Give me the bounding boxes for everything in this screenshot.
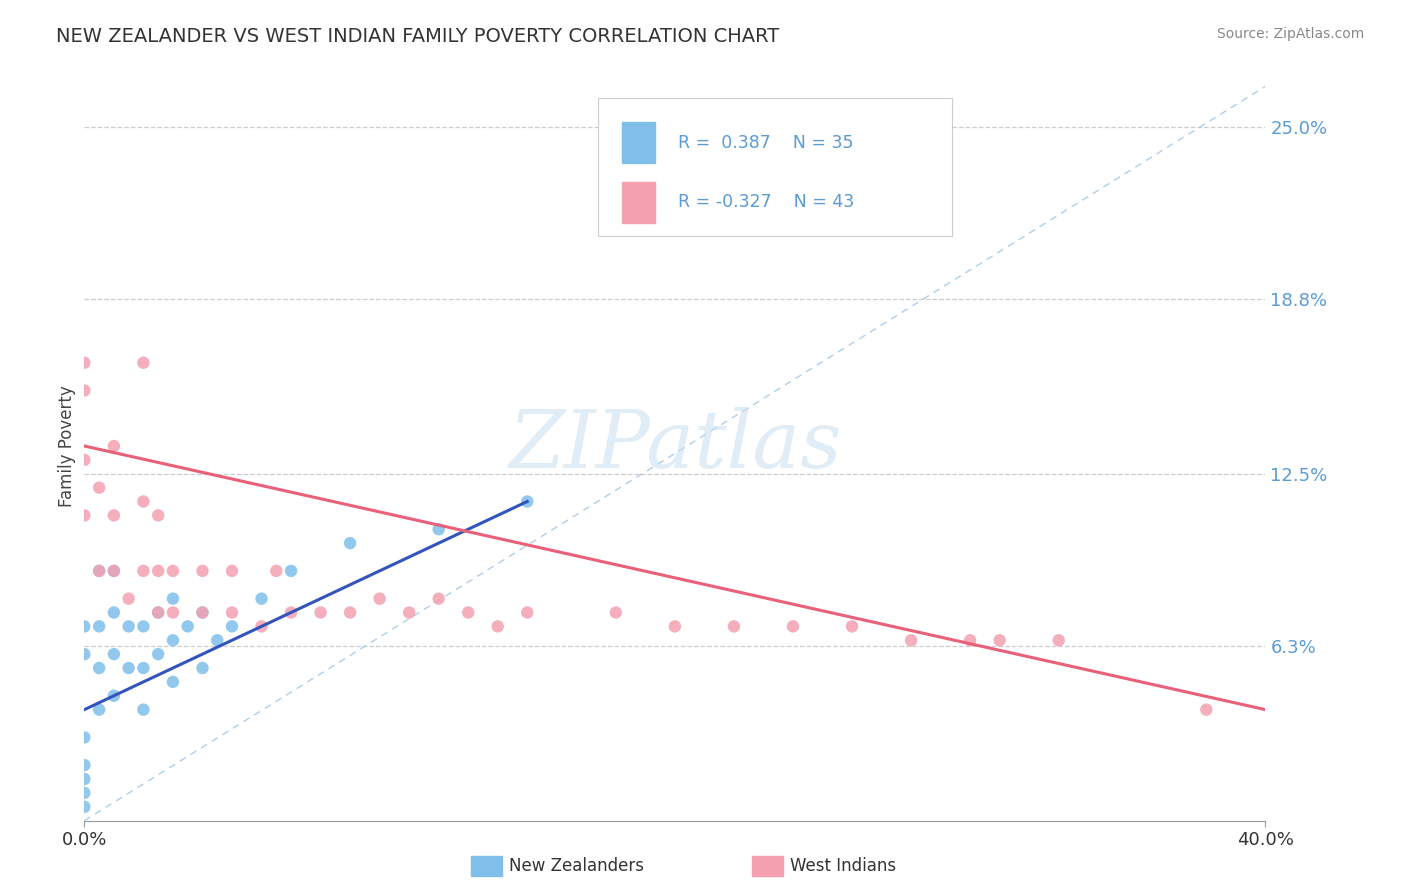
Point [132, 494, 155, 508]
Point [118, 591, 141, 606]
Point [103, 439, 125, 453]
Point [221, 564, 243, 578]
Point [959, 633, 981, 648]
Point [280, 606, 302, 620]
Point [339, 606, 361, 620]
Point [148, 606, 170, 620]
Point [73, 356, 96, 370]
Point [103, 508, 125, 523]
Bar [621, 182, 655, 223]
Point [132, 703, 155, 717]
Y-axis label: Family Poverty: Family Poverty [58, 385, 76, 507]
Point [87, 703, 111, 717]
Point [103, 606, 125, 620]
Point [73, 772, 96, 786]
Point [103, 564, 125, 578]
Point [162, 564, 184, 578]
Point [162, 591, 184, 606]
Point [339, 536, 361, 550]
Point [87, 564, 111, 578]
Point [73, 786, 96, 800]
Point [73, 731, 96, 745]
Point [368, 591, 391, 606]
Point [516, 606, 538, 620]
Point [516, 494, 538, 508]
Point [427, 591, 450, 606]
Point [427, 522, 450, 536]
Point [73, 799, 96, 814]
Point [457, 606, 479, 620]
Point [148, 508, 170, 523]
Point [73, 508, 96, 523]
Point [191, 606, 214, 620]
Point [486, 619, 509, 633]
Text: West Indians: West Indians [790, 857, 896, 875]
Point [221, 606, 243, 620]
Point [148, 647, 170, 661]
Point [118, 619, 141, 633]
Point [132, 356, 155, 370]
Point [191, 564, 214, 578]
Point [280, 564, 302, 578]
Point [73, 453, 96, 467]
Point [73, 647, 96, 661]
Text: ZIPatlas: ZIPatlas [508, 408, 842, 484]
Point [73, 619, 96, 633]
Point [841, 619, 863, 633]
Point [266, 564, 288, 578]
Point [605, 606, 627, 620]
Point [132, 661, 155, 675]
Bar [621, 122, 655, 163]
Point [148, 606, 170, 620]
Point [162, 633, 184, 648]
Point [103, 647, 125, 661]
Point [87, 481, 111, 495]
Point [103, 564, 125, 578]
Point [398, 606, 420, 620]
Text: Source: ZipAtlas.com: Source: ZipAtlas.com [1216, 27, 1364, 41]
Point [118, 661, 141, 675]
Point [162, 606, 184, 620]
Text: New Zealanders: New Zealanders [509, 857, 644, 875]
Point [87, 619, 111, 633]
Point [132, 619, 155, 633]
Point [664, 619, 686, 633]
FancyBboxPatch shape [598, 97, 952, 236]
Point [191, 606, 214, 620]
Point [782, 619, 804, 633]
Point [177, 619, 200, 633]
Text: NEW ZEALANDER VS WEST INDIAN FAMILY POVERTY CORRELATION CHART: NEW ZEALANDER VS WEST INDIAN FAMILY POVE… [56, 27, 779, 45]
Point [221, 619, 243, 633]
Point [73, 758, 96, 772]
Point [87, 564, 111, 578]
Text: R =  0.387    N = 35: R = 0.387 N = 35 [679, 134, 853, 152]
Point [87, 661, 111, 675]
Point [723, 619, 745, 633]
Text: R = -0.327    N = 43: R = -0.327 N = 43 [679, 194, 855, 211]
Point [148, 564, 170, 578]
Point [988, 633, 1011, 648]
Point [103, 689, 125, 703]
Point [900, 633, 922, 648]
Point [250, 591, 273, 606]
Point [132, 564, 155, 578]
Point [73, 384, 96, 398]
Point [1195, 703, 1218, 717]
Point [250, 619, 273, 633]
Point [191, 661, 214, 675]
Point [207, 633, 229, 648]
Point [309, 606, 332, 620]
Point [162, 674, 184, 689]
Point [1047, 633, 1070, 648]
